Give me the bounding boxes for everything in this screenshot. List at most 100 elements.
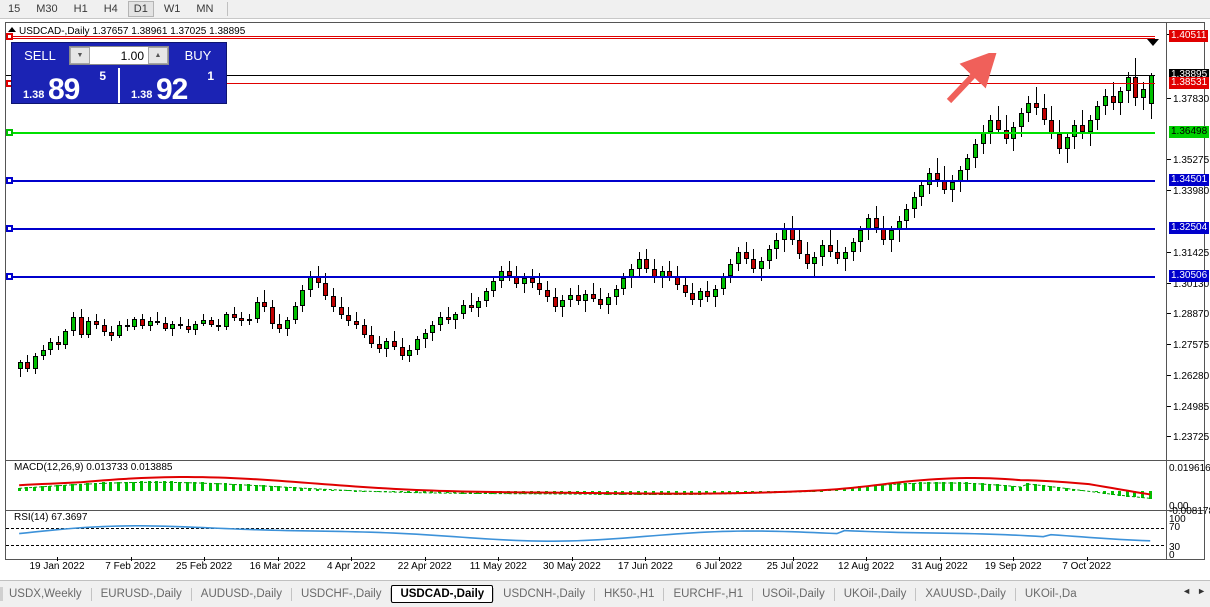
chart-tab-ukoil-daily[interactable]: UKOil-,Daily [835,585,916,603]
candle-body [522,278,527,284]
macd-histogram-bar [132,482,135,492]
chart-tab-xauusd-daily[interactable]: XAUUSD-,Daily [916,585,1015,603]
timeframe-button-h1[interactable]: H1 [68,1,94,17]
chart-tab-eurusd-daily[interactable]: EURUSD-,Daily [92,585,191,603]
level-handle-1-32504[interactable] [6,225,13,232]
candle-body [1026,103,1031,113]
volume-increment-button[interactable]: ▲ [148,47,168,64]
candle-body [1133,77,1138,99]
level-handle-1-36498[interactable] [6,129,13,136]
candle-body [1019,113,1024,127]
chart-tab-usdchf-daily[interactable]: USDCHF-,Daily [292,585,391,603]
time-tick-mark [645,557,646,561]
timeframe-button-15[interactable]: 15 [2,1,26,17]
chart-tab-usoil-daily[interactable]: USOil-,Daily [753,585,834,603]
candle-body [728,264,733,276]
macd-histogram-bar [86,483,89,491]
toolbar-separator [227,2,228,16]
macd-histogram-bar [721,491,724,494]
volume-value[interactable]: 1.00 [90,49,148,63]
buy-label[interactable]: BUY [170,48,226,63]
one-click-trading-controls: SELL ▼ 1.00 ▲ BUY [12,43,226,68]
candle-wick [845,247,846,271]
macd-histogram-bar [1141,491,1144,498]
candle-body [996,120,1001,130]
candle-body [469,305,474,309]
price-label-1-32504[interactable]: 1.32504 [1169,222,1209,234]
price-label-1-30506[interactable]: 1.30506 [1169,270,1209,282]
price-label-1-36498[interactable]: 1.36498 [1169,126,1209,138]
sell-price-button[interactable]: 1.38 89 5 [12,68,118,103]
candle-body [1111,96,1116,103]
tab-scroll-left-icon[interactable]: ◄ [1182,586,1191,596]
macd-histogram-bar [117,482,120,492]
annotation-arrow-icon[interactable] [941,53,1001,108]
macd-histogram-bar [331,490,334,492]
chart-tab-hk50-h1[interactable]: HK50-,H1 [595,585,664,603]
chart-symbol-header: USDCAD-,Daily 1.37657 1.38961 1.37025 1.… [8,26,245,37]
macd-histogram-bar [1072,489,1075,491]
level-handle-1-30506[interactable] [6,273,13,280]
timeframe-button-h4[interactable]: H4 [98,1,124,17]
chart-tab-eurchf-h1[interactable]: EURCHF-,H1 [664,585,752,603]
macd-histogram-bar [843,488,846,491]
macd-histogram-bar [874,485,877,491]
macd-histogram-bar [965,482,968,491]
one-click-trading-panel[interactable]: SELL ▼ 1.00 ▲ BUY 1.38 89 5 1.38 92 1 [11,42,227,104]
macd-histogram-bar [476,491,479,493]
price-scale[interactable]: 1.405111.378301.352751.339801.314251.301… [1167,23,1210,561]
level-line-1-30506[interactable] [6,276,1155,278]
macd-histogram-bar [522,491,525,494]
chart-tab-usdcad-daily[interactable]: USDCAD-,Daily [391,585,493,603]
price-tick-1-28870: 1.28870 [1167,309,1209,320]
macd-histogram-bar [438,491,441,493]
timeframe-button-m30[interactable]: M30 [30,1,63,17]
level-line-1-32504[interactable] [6,228,1155,230]
level-handle-1-34501[interactable] [6,177,13,184]
macd-histogram-bar [407,491,410,492]
sell-label[interactable]: SELL [12,48,68,63]
candle-body [767,249,772,261]
timeframe-button-w1[interactable]: W1 [158,1,187,17]
time-tick-mark [278,557,279,561]
chart-tab-ukoil-da[interactable]: UKOil-,Da [1016,585,1086,603]
chart-tab-audusd-daily[interactable]: AUDUSD-,Daily [192,585,291,603]
buy-price-button[interactable]: 1.38 92 1 [118,68,226,103]
chart-tab-usdx-weekly[interactable]: USDX,Weekly [0,585,91,603]
one-click-trading-prices: 1.38 89 5 1.38 92 1 [12,68,226,103]
chart-up-triangle-icon [8,27,16,32]
macd-histogram-bar [323,489,326,491]
tab-scroll-controls[interactable]: ◄ ► [1182,586,1206,596]
timeframe-button-d1[interactable]: D1 [128,1,154,17]
candle-body [461,305,466,315]
price-label-1-34501[interactable]: 1.34501 [1169,174,1209,186]
level-line-1-34501[interactable] [6,180,1155,182]
chart-tab-usdcnh-daily[interactable]: USDCNH-,Daily [494,585,594,603]
candle-body [537,283,542,290]
macd-histogram-bar [767,491,770,493]
macd-histogram-bar [469,491,472,493]
volume-input[interactable]: ▼ 1.00 ▲ [69,46,169,65]
macd-histogram-bar [316,489,319,492]
candle-body [270,307,275,324]
macd-histogram-bar [866,486,869,492]
macd-histogram-bar [820,491,823,492]
macd-histogram-bar [491,491,494,493]
tab-scroll-right-icon[interactable]: ► [1197,586,1206,596]
price-label-1-38531[interactable]: 1.38531 [1169,77,1209,89]
price-label-1-40511[interactable]: 1.40511 [1169,30,1208,42]
time-tick: 17 Jun 2022 [618,561,673,572]
timeframe-button-mn[interactable]: MN [190,1,219,17]
level-line-1-36498[interactable] [6,132,1155,134]
macd-histogram-bar [79,484,82,492]
level-line-upper-band[interactable] [6,38,1155,39]
candle-wick [593,283,594,302]
candle-body [751,259,756,269]
volume-decrement-button[interactable]: ▼ [70,47,90,64]
candle-body [530,278,535,283]
time-tick-mark [866,557,867,561]
sell-price-prefix: 1.38 [23,89,44,101]
